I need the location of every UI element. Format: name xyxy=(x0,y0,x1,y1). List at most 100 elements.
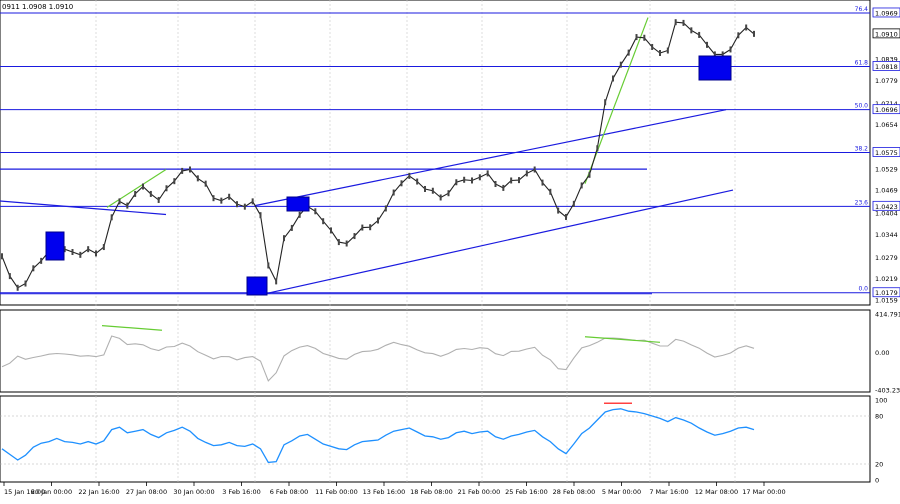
price-candle xyxy=(212,195,215,202)
fib-level-label: 38.2 xyxy=(855,146,869,153)
price-axis-tick: 1.0696 xyxy=(875,106,898,114)
x-axis-label: 3 Feb 16:00 xyxy=(222,488,261,496)
price-candle xyxy=(165,185,168,192)
price-candle xyxy=(118,198,121,205)
price-axis-tick: 1.0469 xyxy=(875,187,898,195)
price-candle xyxy=(298,211,301,218)
price-candle xyxy=(361,224,364,231)
price-candle xyxy=(745,24,748,31)
x-axis-label: 5 Mar 00:00 xyxy=(602,488,641,496)
price-candle xyxy=(142,183,144,190)
price-axis-marker xyxy=(872,104,900,115)
price-candle xyxy=(384,205,387,212)
price-candle xyxy=(439,194,442,201)
price-candle xyxy=(502,184,505,191)
rsi-series-line xyxy=(1,408,755,464)
price-candle xyxy=(471,177,473,184)
price-candle xyxy=(666,47,669,54)
price-candle xyxy=(228,193,231,200)
price-candle xyxy=(604,99,607,106)
price-axis-tick: 1.0344 xyxy=(875,231,898,239)
price-candle xyxy=(541,179,544,186)
price-candle xyxy=(400,180,403,187)
price-candle xyxy=(337,239,340,246)
price-axis-tick: 1.0279 xyxy=(875,254,898,262)
x-axis-label: 17 Mar 00:00 xyxy=(742,488,785,496)
price-candle xyxy=(157,196,160,203)
x-axis-label: 11 Feb 00:00 xyxy=(315,488,358,496)
price-candle xyxy=(478,174,481,181)
price-candle xyxy=(698,31,701,38)
price-candle xyxy=(71,249,74,256)
price-candle xyxy=(251,198,254,205)
price-candle xyxy=(173,178,176,185)
price-axis-tick: 1.0969 xyxy=(875,9,898,17)
rsi-axis-tick: 20 xyxy=(875,461,883,469)
cci-divergence-line xyxy=(101,324,163,331)
price-candle xyxy=(486,170,489,177)
x-axis-label: 21 Feb 00:00 xyxy=(458,488,501,496)
cci-axis-tick: 414.7912 xyxy=(875,311,900,319)
cci-axis-tick: 0.00 xyxy=(875,349,889,357)
price-candle xyxy=(63,246,66,253)
price-candle xyxy=(533,166,536,173)
price-candle xyxy=(314,208,317,215)
price-axis-tick: 1.0779 xyxy=(875,77,898,85)
price-candle xyxy=(134,190,137,197)
price-candle xyxy=(330,227,332,234)
rsi-axis-tick: 0 xyxy=(875,477,879,485)
price-candle xyxy=(126,202,129,209)
price-candle xyxy=(706,41,708,48)
price-axis-marker xyxy=(872,7,900,18)
price-candle xyxy=(721,51,724,58)
price-candle xyxy=(102,244,105,251)
price-candle xyxy=(87,246,90,253)
signal-box xyxy=(45,231,65,261)
price-candle xyxy=(596,145,599,152)
channel-lower-line xyxy=(264,189,734,295)
rsi-pane-frame xyxy=(0,395,871,483)
price-candle xyxy=(463,176,466,183)
price-candle xyxy=(283,235,285,242)
price-candle xyxy=(275,278,278,285)
price-axis-marker xyxy=(872,28,900,39)
cci-series-line xyxy=(1,335,755,382)
price-candle xyxy=(16,284,19,291)
ohlc-header: 0911 1.0908 1.0910 xyxy=(2,3,73,11)
fib-level-label: 23.6 xyxy=(855,199,869,206)
x-axis-label: 30 Jan 00:00 xyxy=(173,488,214,496)
price-candle xyxy=(79,251,82,258)
channel-upper-line xyxy=(254,109,727,207)
x-axis-label: 25 Feb 16:00 xyxy=(505,488,548,496)
price-candle xyxy=(753,30,755,37)
price-candle xyxy=(243,203,246,210)
price-candle xyxy=(447,190,450,197)
price-candle xyxy=(24,280,27,287)
x-axis-label: 15 Jan 16:00 xyxy=(4,488,45,496)
price-candle xyxy=(588,171,591,178)
price-candle xyxy=(572,200,575,207)
price-axis-tick: 1.0575 xyxy=(875,149,898,157)
x-axis-label: 20 Jan 00:00 xyxy=(31,488,72,496)
price-candle xyxy=(149,190,152,197)
x-axis-label: 13 Feb 16:00 xyxy=(363,488,406,496)
price-axis-marker xyxy=(872,200,900,211)
price-candle xyxy=(189,166,191,173)
price-candle xyxy=(510,177,513,184)
price-candle xyxy=(549,188,552,195)
price-candle xyxy=(95,250,97,257)
price-candle xyxy=(580,182,583,189)
price-candle xyxy=(659,49,661,56)
price-candle xyxy=(682,19,685,26)
cci-axis-tick: -403.234 xyxy=(875,387,900,395)
price-axis-tick: 1.0654 xyxy=(875,121,898,129)
price-candle xyxy=(196,175,199,182)
x-axis-label: 7 Mar 16:00 xyxy=(649,488,688,496)
price-axis-tick: 1.0714 xyxy=(875,100,898,108)
price-candle xyxy=(737,32,740,39)
price-axis-marker xyxy=(872,61,900,71)
price-axis-tick: 1.0423 xyxy=(875,203,898,211)
price-candle xyxy=(431,187,434,194)
price-candle xyxy=(392,189,395,196)
divergence-line xyxy=(106,168,167,208)
